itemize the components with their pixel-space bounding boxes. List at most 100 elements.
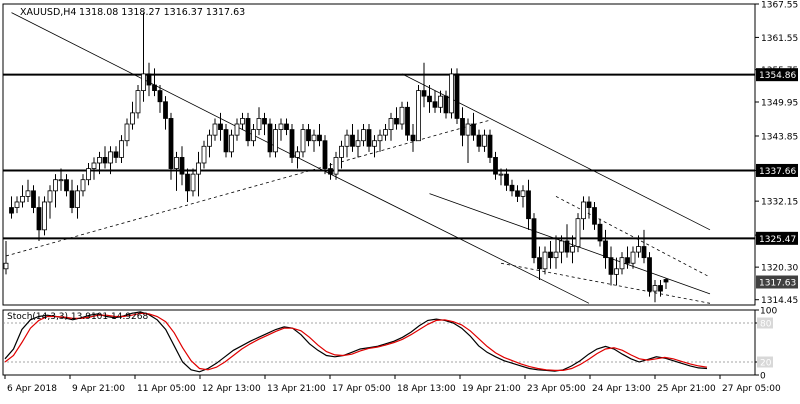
candle-body	[36, 207, 42, 231]
candle-body	[487, 134, 493, 158]
candle-body	[548, 251, 553, 259]
time-tick-label: 6 Apr 2018	[7, 384, 57, 394]
candle-body	[245, 118, 251, 142]
candle-body	[520, 190, 526, 197]
channel-line	[429, 193, 711, 295]
time-tick-label: 12 Apr 13:00	[202, 384, 261, 394]
candle-body	[113, 151, 119, 158]
candle-body	[135, 90, 141, 114]
candle-body	[344, 134, 350, 147]
candle-body	[119, 140, 124, 158]
stoch-tick-label: 100	[760, 307, 777, 317]
dashed-trend-line	[555, 196, 711, 278]
candle-body	[581, 201, 586, 220]
candle-body	[179, 157, 185, 175]
candle-body	[322, 140, 328, 169]
candle-body	[388, 118, 394, 130]
candle-body	[240, 118, 245, 125]
candle-body	[130, 112, 135, 125]
candle-body	[91, 162, 97, 169]
candle-body	[421, 90, 427, 97]
candle-body	[75, 190, 80, 208]
candle-body	[482, 134, 487, 147]
candle-body	[647, 257, 652, 292]
candle-body	[31, 190, 36, 208]
level-label-box	[756, 163, 798, 177]
candle-body	[658, 285, 663, 292]
candle-body	[86, 168, 91, 181]
candle-body	[300, 129, 306, 153]
candle-body	[559, 240, 564, 253]
candle-body	[350, 134, 355, 147]
candle-body	[493, 157, 498, 175]
level-label: 1337.66	[759, 167, 796, 177]
stoch-indicator-label: Stoch(14,3,3) 13.9101 14.9268	[7, 312, 148, 322]
candle-body	[201, 145, 207, 164]
time-tick-label: 23 Apr 05:00	[527, 384, 586, 394]
candle-body	[102, 157, 108, 164]
candle-body	[317, 134, 322, 142]
current-price-box	[756, 275, 798, 289]
candle-body	[410, 134, 416, 142]
symbol-label: XAUUSD,H4	[20, 7, 76, 18]
candle-body	[614, 268, 619, 275]
time-tick-label: 11 Apr 05:00	[137, 384, 196, 394]
candle-body	[157, 90, 163, 103]
candle-body	[641, 246, 647, 259]
level-label-box	[756, 231, 798, 245]
time-tick-label: 13 Apr 21:00	[267, 384, 326, 394]
candle-body	[537, 257, 542, 270]
price-pane-frame	[2, 3, 756, 306]
time-tick-label: 9 Apr 21:00	[72, 384, 125, 394]
candle-body	[339, 145, 344, 158]
candle-body	[196, 162, 201, 175]
candle-body	[443, 95, 449, 114]
candle-body	[218, 123, 223, 130]
price-tick-label: 1332.15	[761, 198, 798, 208]
time-tick-label: 18 Apr 13:00	[397, 384, 456, 394]
candle-body	[526, 190, 531, 220]
stoch-level-box	[757, 356, 773, 368]
candle-body	[383, 129, 388, 136]
candle-body	[603, 240, 608, 259]
candle-body	[542, 251, 548, 270]
candle-body	[42, 201, 47, 231]
ohlc-label: 1318.08 1318.27 1316.37 1317.63	[79, 7, 245, 18]
candle-body	[168, 118, 174, 169]
time-tick-label: 25 Apr 21:00	[657, 384, 716, 394]
price-tick-label: 1320.30	[761, 264, 798, 274]
current-price-label: 1317.63	[759, 279, 796, 289]
candle-body	[416, 90, 421, 142]
candle-body	[355, 140, 361, 147]
candle-body	[625, 257, 630, 264]
candle-body	[333, 157, 339, 175]
candle-body	[3, 262, 9, 270]
candle-body	[295, 151, 300, 158]
price-tick-label: 1343.85	[761, 132, 798, 142]
candle-body	[25, 190, 31, 197]
candle-body	[652, 285, 658, 292]
candle-body	[328, 168, 333, 175]
candle-body	[306, 129, 311, 142]
candle-body	[394, 118, 399, 125]
candle-body	[630, 251, 636, 264]
candle-body	[608, 257, 614, 275]
candle-body	[498, 173, 504, 176]
candle-body	[564, 240, 570, 253]
price-tick-label: 1367.55	[761, 1, 798, 11]
candle-body	[372, 140, 377, 147]
price-tick-label: 1314.45	[761, 296, 798, 306]
candle-body	[97, 157, 102, 164]
candle-body	[262, 118, 267, 125]
stoch-tick-label: 0	[760, 372, 766, 382]
price-pane: 1367.551361.551355.751349.951343.851337.…	[2, 1, 798, 306]
candle-body	[438, 95, 443, 108]
candle-body	[570, 246, 575, 253]
stoch-level-box	[757, 317, 773, 329]
candle-body	[460, 118, 465, 136]
candle-body	[377, 134, 383, 142]
price-tick-label: 1349.95	[761, 99, 798, 109]
candle-body	[471, 123, 476, 136]
